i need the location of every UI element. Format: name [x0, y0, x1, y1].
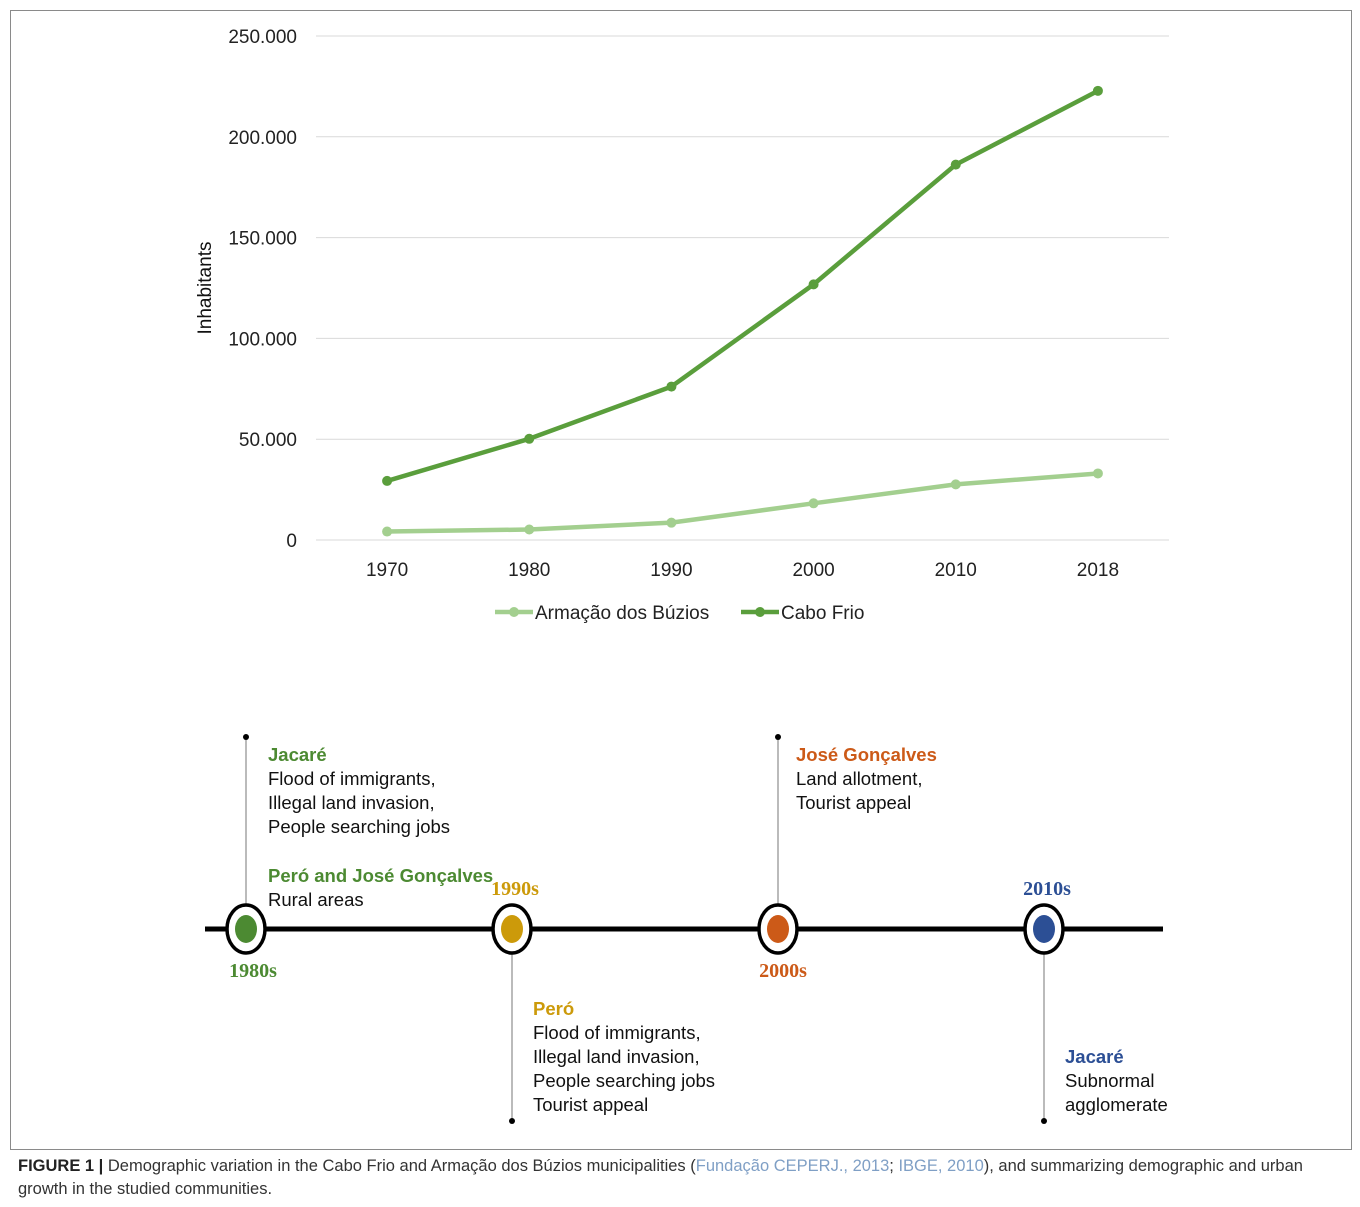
data-point [1092, 85, 1103, 96]
decade-label-1980s: 1980s [229, 960, 277, 982]
y-tick-label: 100.000 [228, 329, 297, 350]
note-2000s-line: Tourist appeal [796, 792, 911, 813]
connector-end-2000s [775, 734, 781, 740]
timeline: 1980s 1990s 2000s 2010s Jacaré Flood of … [205, 734, 1168, 1124]
y-tick-label: 0 [286, 531, 297, 552]
note-2000s-line: Land allotment, [796, 768, 923, 789]
note-2010s-line: Subnormal [1065, 1070, 1154, 1091]
figure-canvas: 0 50.000 100.000 150.000 200.000 250.000 1970… [195, 27, 1169, 1124]
data-point [808, 498, 819, 509]
data-point [808, 279, 819, 290]
data-point [950, 159, 961, 170]
data-point [524, 524, 535, 535]
x-tick-label: 2000 [792, 560, 834, 581]
caption-reference-link[interactable]: Fundação CEPERJ., 2013 [695, 1157, 890, 1175]
data-point [382, 475, 393, 486]
legend-label: Armação dos Búzios [535, 603, 709, 624]
note-1990s-line: Tourist appeal [533, 1094, 648, 1115]
series-line-1 [386, 88, 1099, 484]
note-2000s-title: José Gonçalves [796, 744, 937, 765]
x-tick-label: 1990 [650, 560, 692, 581]
x-tick-label: 2018 [1077, 560, 1119, 581]
note-2010s-title: Jacaré [1065, 1046, 1124, 1067]
note-1980s-a-title: Jacaré [268, 744, 327, 765]
caption-text: ), and summarizing demographic and urban… [18, 1157, 1303, 1198]
gridlines [316, 35, 1169, 541]
marker-1990s [491, 903, 533, 955]
data-point [666, 517, 677, 528]
connector-end-2010s [1041, 1118, 1047, 1124]
decade-label-2010s: 2010s [1023, 878, 1071, 900]
note-1990s-title: Peró [533, 998, 574, 1019]
x-tick-labels: 1970 1980 1990 2000 2010 2018 [366, 560, 1119, 581]
legend-swatch-marker [509, 607, 519, 617]
decade-label-1990s: 1990s [491, 878, 539, 900]
connector-end-1990s [509, 1118, 515, 1124]
caption-separator: ; [889, 1157, 899, 1175]
y-tick-label: 250.000 [228, 27, 297, 48]
data-point [524, 433, 535, 444]
note-1990s-line: Flood of immigrants, [533, 1022, 701, 1043]
note-1980s-a-line: Flood of immigrants, [268, 768, 436, 789]
series-line-0 [387, 471, 1099, 534]
marker-2010s [1023, 903, 1065, 955]
note-1980s-a-line: Illegal land invasion, [268, 792, 435, 813]
data-point [382, 526, 393, 537]
decade-label-2000s: 2000s [759, 960, 807, 982]
note-2010s-line: agglomerate [1065, 1094, 1168, 1115]
data-point [1092, 468, 1103, 479]
figure-frame: 0 50.000 100.000 150.000 200.000 250.000 1970… [10, 10, 1352, 1150]
note-1990s-line: People searching jobs [533, 1070, 715, 1091]
figure-caption: FIGURE 1 | Demographic variation in the … [18, 1155, 1348, 1201]
data-point [950, 479, 961, 490]
series-layer [382, 85, 1103, 537]
line-chart: 0 50.000 100.000 150.000 200.000 250.000 1970… [195, 27, 1169, 624]
note-1980s-a-line: People searching jobs [268, 816, 450, 837]
x-tick-label: 1980 [508, 560, 550, 581]
note-1990s-line: Illegal land invasion, [533, 1046, 700, 1067]
y-axis-label: Inhabitants [195, 242, 216, 335]
legend-label: Cabo Frio [781, 603, 864, 624]
note-1980s-b-line: Rural areas [268, 889, 364, 910]
caption-label: FIGURE 1 | [18, 1157, 104, 1175]
connector-end-1980s [243, 734, 249, 740]
marker-1980s [225, 903, 267, 955]
caption-reference-link[interactable]: IBGE, 2010 [898, 1157, 984, 1175]
y-tick-label: 50.000 [239, 430, 297, 451]
y-tick-label: 200.000 [228, 128, 297, 149]
y-tick-label: 150.000 [228, 229, 297, 250]
marker-2000s [757, 903, 799, 955]
data-point [666, 381, 677, 392]
legend-swatch-marker [755, 607, 765, 617]
note-1980s-b-title: Peró and José Gonçalves [268, 865, 493, 886]
x-tick-label: 1970 [366, 560, 408, 581]
y-tick-labels: 0 50.000 100.000 150.000 200.000 250.000 [228, 27, 297, 552]
x-tick-label: 2010 [935, 560, 977, 581]
caption-text: Demographic variation in the Cabo Frio a… [103, 1157, 696, 1175]
legend: Armação dos Búzios Cabo Frio [495, 603, 864, 624]
